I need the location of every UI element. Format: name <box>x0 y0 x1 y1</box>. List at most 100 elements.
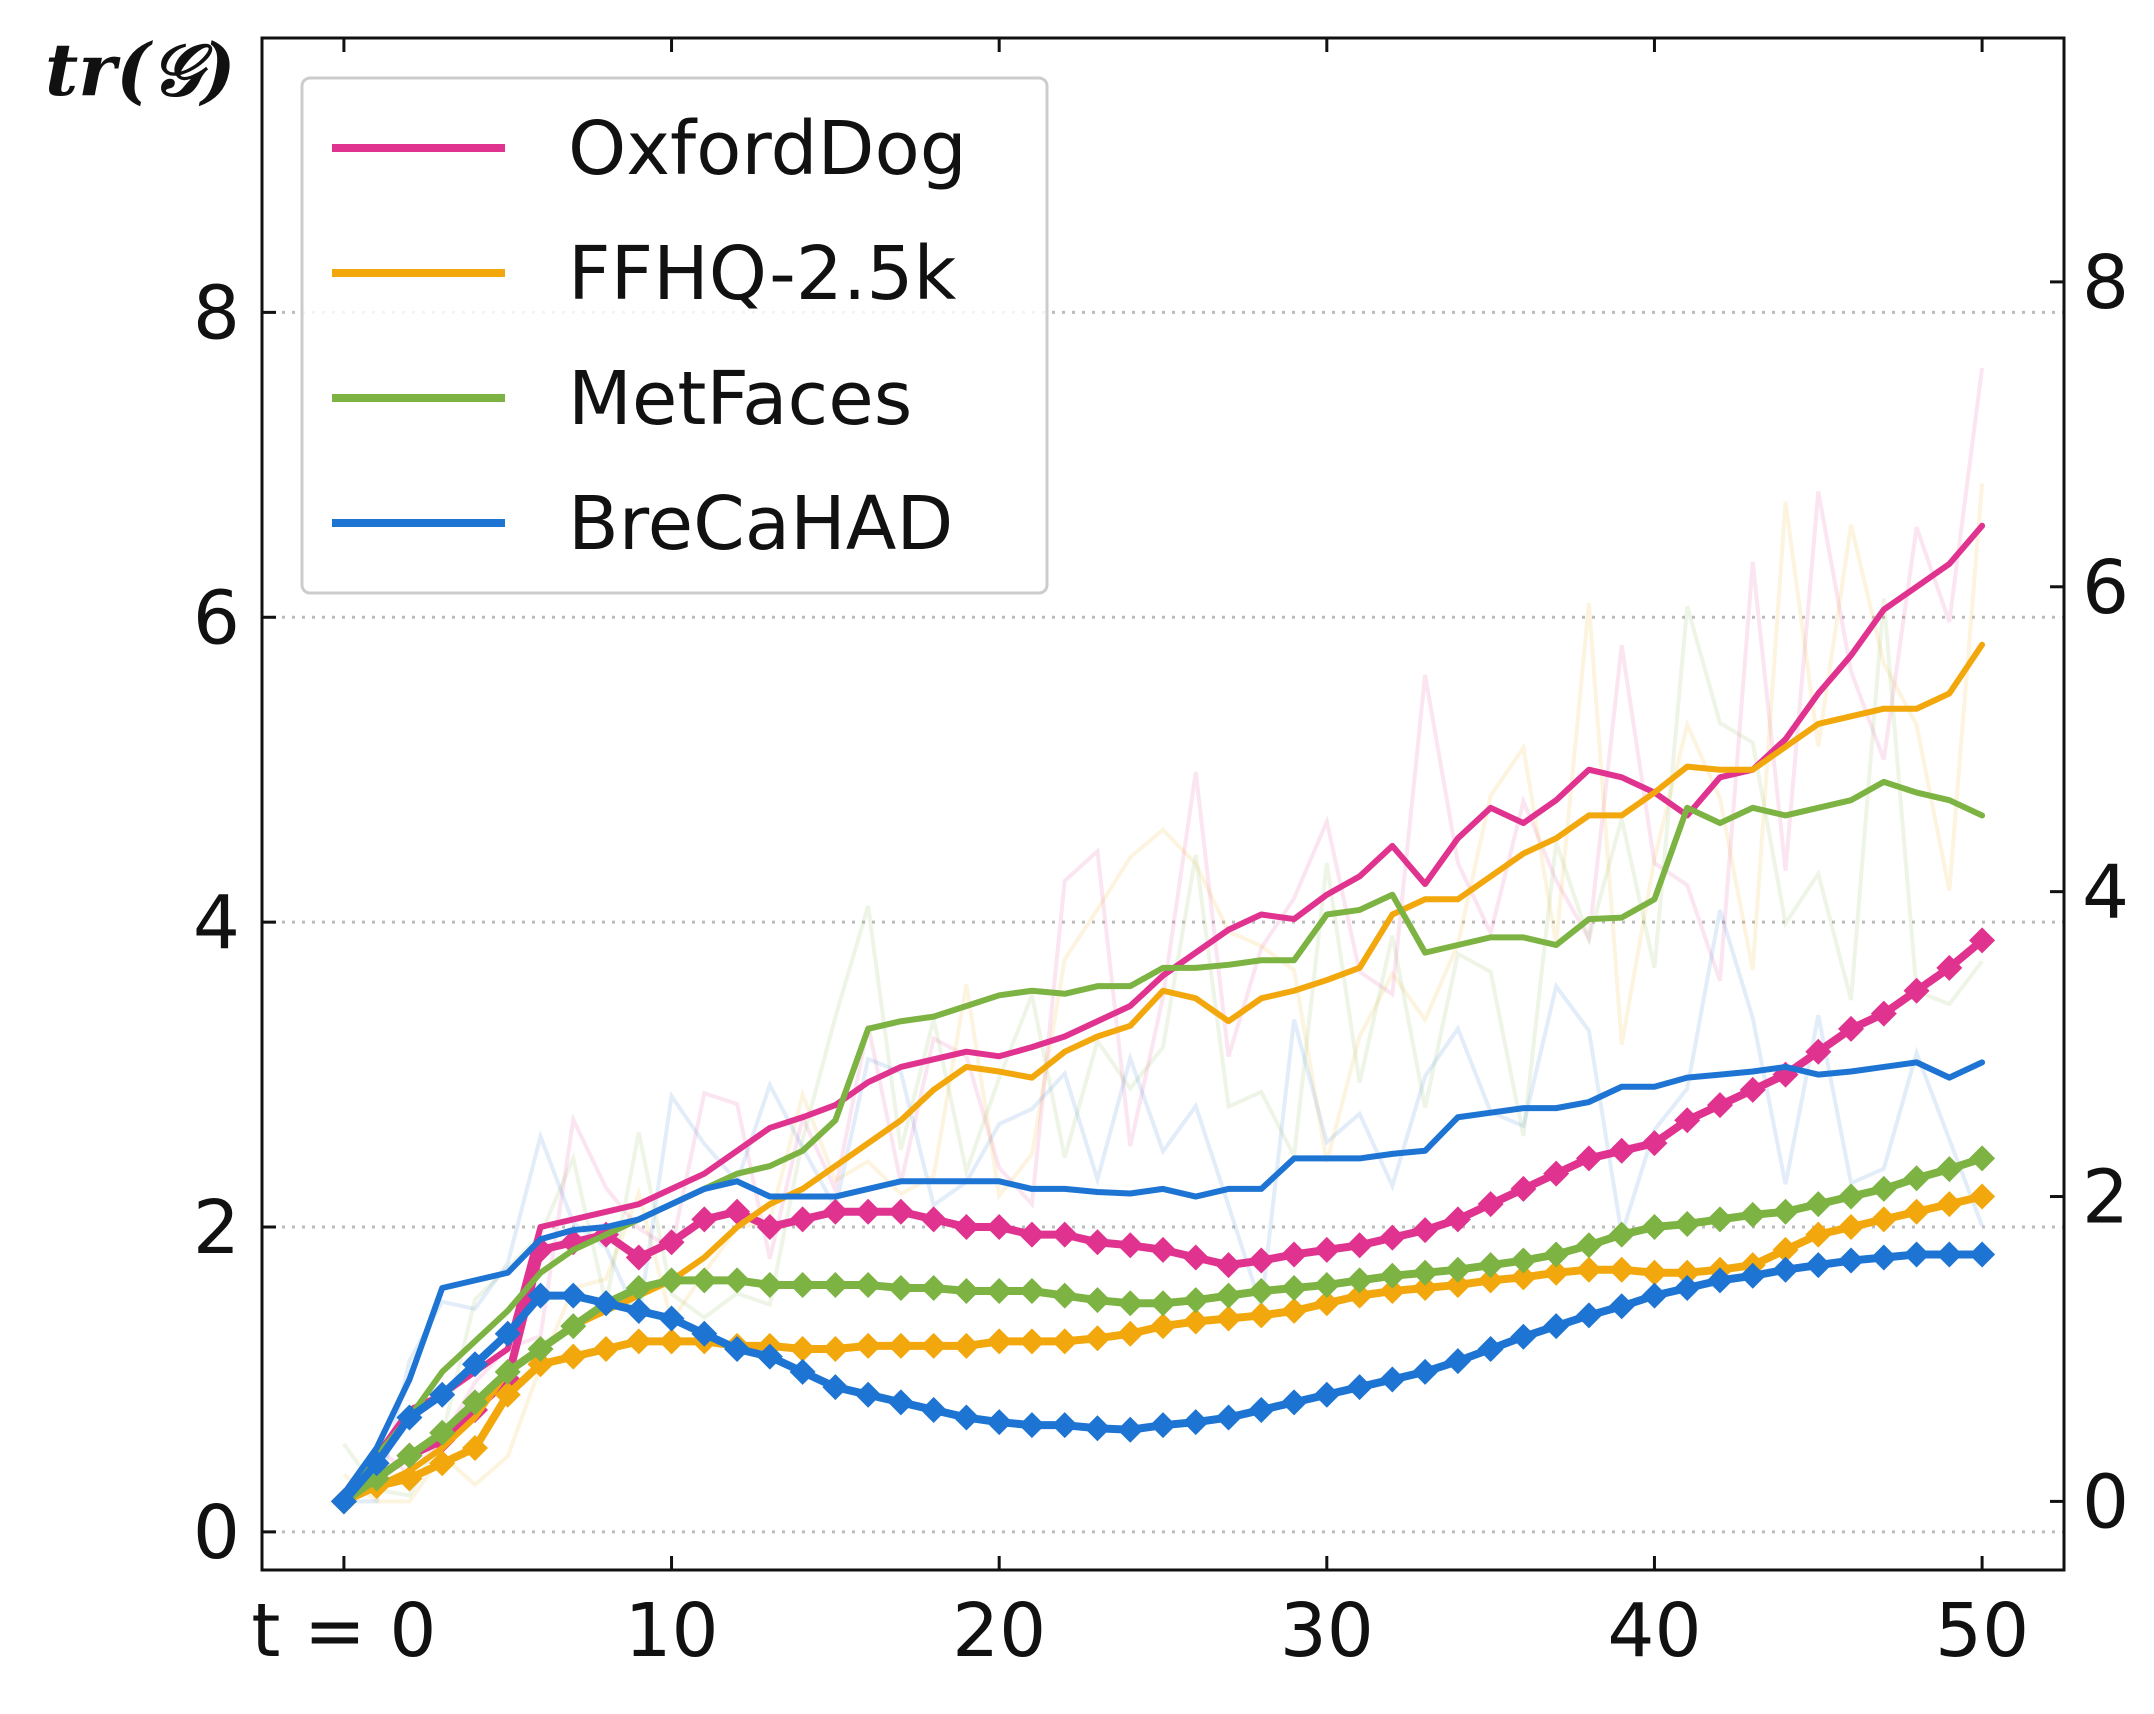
y-left-tick-label: 6 <box>193 575 240 661</box>
data-point-marker <box>1412 1259 1439 1286</box>
data-point-marker <box>1117 1320 1144 1347</box>
data-point-marker <box>855 1332 882 1359</box>
data-point-marker <box>756 1271 783 1298</box>
data-point-marker <box>855 1271 882 1298</box>
data-point-marker <box>1936 954 1963 981</box>
data-point-marker <box>1805 1191 1832 1218</box>
data-point-marker <box>1051 1412 1078 1439</box>
data-point-marker <box>1739 1262 1766 1289</box>
data-point-marker <box>1772 1198 1799 1225</box>
data-point-marker <box>1510 1247 1537 1274</box>
data-point-marker <box>724 1267 751 1294</box>
data-point-marker <box>1117 1290 1144 1317</box>
data-point-marker <box>1182 1409 1209 1436</box>
data-point-marker <box>1543 1241 1570 1268</box>
data-point-marker <box>1182 1287 1209 1314</box>
data-point-marker <box>1379 1278 1406 1305</box>
data-point-marker <box>1084 1325 1111 1352</box>
data-point-marker <box>1903 1198 1930 1225</box>
data-point-marker <box>986 1214 1013 1241</box>
data-point-marker <box>593 1290 620 1317</box>
data-point-marker <box>1051 1282 1078 1309</box>
data-point-marker <box>1772 1236 1799 1263</box>
data-point-marker <box>1870 1206 1897 1233</box>
data-point-marker <box>1641 1214 1668 1241</box>
data-point-marker <box>1805 1252 1832 1279</box>
data-point-marker <box>1608 1293 1635 1320</box>
data-point-marker <box>1215 1404 1242 1431</box>
data-point-marker <box>1281 1274 1308 1301</box>
y-left-tick-label: 2 <box>193 1185 240 1271</box>
data-point-marker <box>494 1358 521 1385</box>
data-point-marker <box>593 1335 620 1362</box>
data-point-marker <box>396 1404 423 1431</box>
y-right-tick-label: 6 <box>2082 545 2129 631</box>
data-point-marker <box>1706 1267 1733 1294</box>
data-point-marker <box>1969 1183 1996 1210</box>
data-point-marker <box>1706 1092 1733 1119</box>
data-point-marker <box>1477 1267 1504 1294</box>
data-point-marker <box>887 1274 914 1301</box>
data-point-marker <box>1903 1241 1930 1268</box>
series-line <box>340 522 1986 1497</box>
data-point-marker <box>1838 1214 1865 1241</box>
data-point-marker <box>1018 1221 1045 1248</box>
data-point-marker <box>1412 1217 1439 1244</box>
data-point-marker <box>1608 1221 1635 1248</box>
data-point-marker <box>494 1381 521 1408</box>
data-point-marker <box>658 1267 685 1294</box>
series-line <box>340 641 1986 1497</box>
data-point-marker <box>1903 977 1930 1004</box>
data-point-marker <box>1313 1290 1340 1317</box>
data-point-marker <box>1117 1232 1144 1259</box>
data-point-marker <box>822 1198 849 1225</box>
data-point-marker <box>1346 1374 1373 1401</box>
data-point-marker <box>1838 1247 1865 1274</box>
y-right-tick-label: 2 <box>2082 1155 2129 1241</box>
data-point-marker <box>1543 1313 1570 1340</box>
data-point-marker <box>461 1435 488 1462</box>
data-point-marker <box>658 1305 685 1332</box>
data-point-marker <box>724 1198 751 1225</box>
data-point-marker <box>1641 1259 1668 1286</box>
x-tick-label: 50 <box>1935 1588 2029 1674</box>
data-point-marker <box>429 1419 456 1446</box>
legend-box <box>300 76 1049 595</box>
data-point-marker <box>1706 1206 1733 1233</box>
data-point-marker <box>658 1328 685 1355</box>
data-point-marker <box>1936 1241 1963 1268</box>
data-point-marker <box>822 1335 849 1362</box>
series-line <box>340 1059 1986 1497</box>
legend-label: OxfordDog <box>568 106 967 192</box>
data-point-marker <box>1674 1274 1701 1301</box>
data-point-marker <box>1805 1221 1832 1248</box>
data-point-marker <box>1248 1247 1275 1274</box>
data-point-marker <box>691 1206 718 1233</box>
data-point-marker <box>625 1244 652 1271</box>
data-point-marker <box>986 1409 1013 1436</box>
data-point-marker <box>330 1488 357 1515</box>
data-point-marker <box>1608 1137 1635 1164</box>
data-point-marker <box>1182 1308 1209 1335</box>
noise-trace <box>343 909 1984 1504</box>
data-point-marker <box>920 1396 947 1423</box>
data-point-marker <box>1575 1302 1602 1329</box>
data-point-marker <box>1477 1335 1504 1362</box>
background-noise-layer <box>342 367 1985 1504</box>
data-point-marker <box>887 1198 914 1225</box>
data-point-marker <box>724 1335 751 1362</box>
data-point-marker <box>1150 1412 1176 1439</box>
data-point-marker <box>789 1206 816 1233</box>
data-point-marker <box>1870 1175 1897 1202</box>
data-point-marker <box>1313 1236 1340 1263</box>
data-point-marker <box>1838 1015 1865 1042</box>
data-point-marker <box>1674 1107 1701 1134</box>
noise-trace <box>342 367 1985 1497</box>
data-point-marker <box>1739 1201 1766 1228</box>
series-line <box>340 778 1986 1497</box>
noise-trace <box>342 598 1984 1498</box>
data-point-marker <box>1018 1412 1045 1439</box>
data-point-marker <box>560 1343 587 1370</box>
data-point-marker <box>1510 1264 1537 1291</box>
